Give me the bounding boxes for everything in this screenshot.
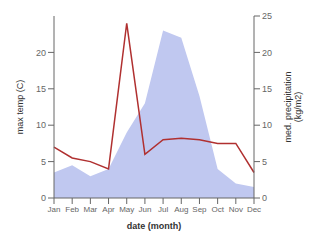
svg-text:10: 10 (262, 120, 272, 130)
svg-text:15: 15 (36, 84, 46, 94)
svg-text:0: 0 (262, 193, 267, 203)
svg-text:5: 5 (41, 157, 46, 167)
svg-text:date (month): date (month) (127, 221, 182, 231)
svg-text:Jan: Jan (48, 205, 61, 214)
svg-text:May: May (119, 205, 134, 214)
svg-text:med. precipitation: med. precipitation (283, 71, 293, 142)
svg-text:15: 15 (262, 84, 272, 94)
svg-text:5: 5 (262, 157, 267, 167)
svg-text:Nov: Nov (229, 205, 243, 214)
svg-text:25: 25 (262, 11, 272, 21)
svg-text:Apr: Apr (102, 205, 115, 214)
svg-text:Jun: Jun (138, 205, 151, 214)
svg-text:Sep: Sep (192, 205, 207, 214)
svg-text:Oct: Oct (211, 205, 224, 214)
svg-text:20: 20 (262, 48, 272, 58)
svg-text:Dec: Dec (247, 205, 261, 214)
svg-text:(kg/m2): (kg/m2) (293, 92, 303, 123)
svg-text:max temp (C): max temp (C) (15, 80, 25, 135)
svg-text:10: 10 (36, 120, 46, 130)
svg-text:0: 0 (41, 193, 46, 203)
svg-text:20: 20 (36, 48, 46, 58)
svg-text:Aug: Aug (174, 205, 188, 214)
svg-text:Mar: Mar (83, 205, 97, 214)
svg-text:Feb: Feb (65, 205, 79, 214)
svg-text:Jul: Jul (158, 205, 168, 214)
